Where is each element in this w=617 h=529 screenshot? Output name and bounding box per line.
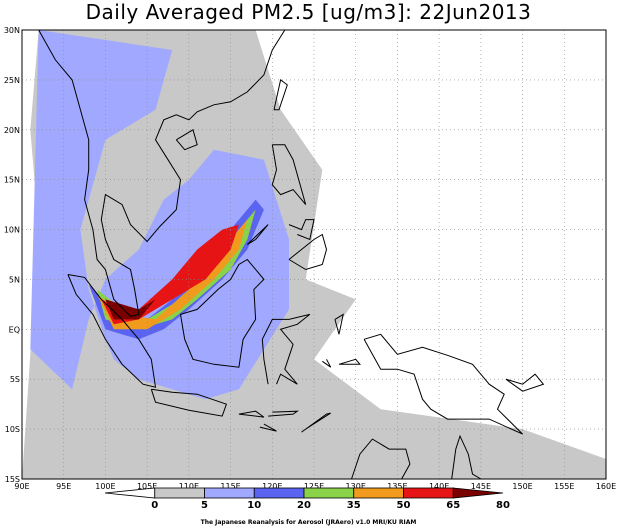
lat-label: 30N xyxy=(4,26,20,35)
coastline xyxy=(67,274,157,388)
coastline xyxy=(238,410,265,418)
lat-label: EQ xyxy=(9,325,20,334)
lat-label: 10S xyxy=(5,425,20,434)
coastline xyxy=(175,129,198,151)
colorbar-label: 65 xyxy=(446,500,460,511)
colorbar-swatch xyxy=(452,487,504,499)
region-10-20 xyxy=(30,30,290,400)
lon-label: 95E xyxy=(56,482,71,491)
lat-label: 15N xyxy=(4,176,20,185)
colorbar-label: 5 xyxy=(201,500,208,511)
lon-label: 110E xyxy=(179,482,199,491)
longitude-labels: 90E 95E 100E 105E 110E 115E 120E 125E 130E 135E 14… xyxy=(14,482,616,491)
colorbar-label: 20 xyxy=(297,500,311,511)
colorbar-label: 50 xyxy=(397,500,411,511)
coastline xyxy=(338,358,361,365)
colorbar-label: 35 xyxy=(347,500,361,511)
coastline xyxy=(268,410,299,417)
coastline xyxy=(351,438,411,480)
colorbar-swatch xyxy=(303,487,355,499)
lon-label: 125E xyxy=(304,482,324,491)
colorbar-swatch xyxy=(204,487,255,499)
credit-line: The Japanese Reanalysis for Aerosol (JRA… xyxy=(200,519,417,526)
lon-label: 150E xyxy=(512,482,532,491)
lat-label: 20N xyxy=(4,126,20,135)
colorbar-swatch xyxy=(154,487,205,499)
lon-label: 130E xyxy=(346,482,366,491)
lat-label: 5N xyxy=(9,275,20,284)
coastline xyxy=(273,79,288,111)
lon-label: 155E xyxy=(554,482,574,491)
coastline xyxy=(301,412,331,433)
region-65-80 xyxy=(101,224,239,325)
coastline xyxy=(363,333,523,435)
coastlines xyxy=(38,29,545,480)
map-title: Daily Averaged PM2.5 [ug/m3]: 22Jun2013 xyxy=(85,0,532,24)
coastline xyxy=(246,224,269,245)
coastline xyxy=(288,219,315,241)
coastline xyxy=(288,233,328,271)
coastline xyxy=(259,423,277,432)
lon-label: 105E xyxy=(137,482,157,491)
gridlines xyxy=(22,30,606,479)
coastline xyxy=(261,313,311,385)
coastline xyxy=(334,313,344,335)
colorbar-label: 10 xyxy=(247,500,261,511)
lon-label: 120E xyxy=(262,482,282,491)
region-gt80 xyxy=(105,299,156,320)
colorbar: 0 5 10 20 35 50 65 80 xyxy=(104,487,510,511)
coastline xyxy=(505,373,545,392)
coastline xyxy=(451,434,482,480)
lon-label: 140E xyxy=(429,482,449,491)
lat-label: 25N xyxy=(4,76,20,85)
map-frame xyxy=(21,29,607,480)
lat-label: 15S xyxy=(5,475,20,484)
latitude-labels: 15S 10S 5S EQ 5N 10N 15N 20N 25N 30N xyxy=(4,26,20,484)
lon-label: 115E xyxy=(220,482,240,491)
lat-label: 5S xyxy=(10,375,20,384)
colorbar-label: 80 xyxy=(496,500,510,511)
colorbar-swatch xyxy=(253,487,305,499)
coastline xyxy=(271,144,307,205)
lon-label: 135E xyxy=(387,482,407,491)
lon-label: 100E xyxy=(95,482,115,491)
coastline xyxy=(38,29,286,317)
colorbar-swatch xyxy=(403,487,454,499)
colorbar-label: 0 xyxy=(151,500,158,511)
lat-label: 10N xyxy=(4,226,20,235)
lon-label: 90E xyxy=(14,482,29,491)
concentration-layers xyxy=(22,30,606,479)
lon-label: 145E xyxy=(471,482,491,491)
coastline xyxy=(150,388,228,417)
lon-label: 160E xyxy=(596,482,616,491)
coastline xyxy=(322,359,332,368)
colorbar-swatch xyxy=(353,487,404,499)
coastline xyxy=(180,258,265,368)
